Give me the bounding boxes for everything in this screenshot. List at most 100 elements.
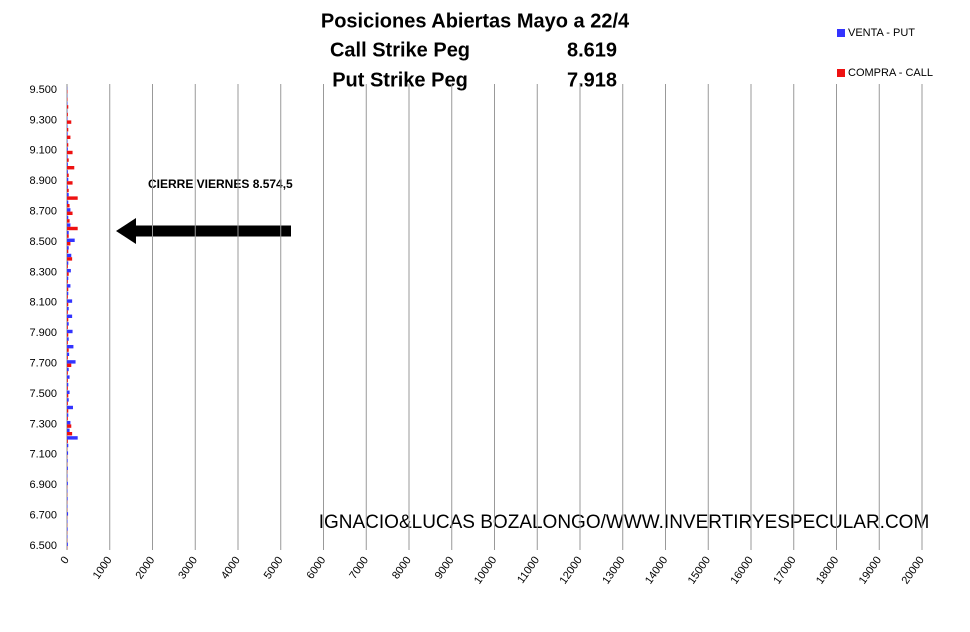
x-tick-label: 0 xyxy=(58,555,71,567)
bar xyxy=(67,268,71,273)
bar xyxy=(67,496,68,501)
bar xyxy=(67,150,73,155)
subtitle-label: Put Strike Peg xyxy=(332,69,468,91)
y-tick-label: 7.300 xyxy=(29,418,57,430)
bar xyxy=(67,481,68,486)
bar xyxy=(67,226,78,231)
bar xyxy=(67,249,69,254)
bar xyxy=(67,128,69,132)
bar xyxy=(67,246,69,250)
bar xyxy=(67,112,68,117)
x-tick-label: 11000 xyxy=(515,555,542,586)
x-tick-label: 5000 xyxy=(262,555,286,582)
bar xyxy=(67,215,69,220)
bar xyxy=(67,333,69,337)
bar xyxy=(67,219,70,223)
y-tick-label: 6.500 xyxy=(29,540,57,552)
bar xyxy=(67,177,69,182)
x-tick-label: 9000 xyxy=(433,555,457,582)
bar xyxy=(67,120,72,124)
bar xyxy=(67,181,73,185)
bar xyxy=(67,196,78,200)
bar xyxy=(67,211,73,216)
x-tick-label: 6000 xyxy=(304,555,328,582)
bar xyxy=(67,512,69,516)
y-tick-label: 9.100 xyxy=(29,145,57,157)
bar xyxy=(67,451,69,455)
bar xyxy=(67,302,69,307)
bar xyxy=(67,185,68,189)
y-tick-label: 9.500 xyxy=(29,84,57,96)
x-tick-label: 12000 xyxy=(557,555,584,587)
bar xyxy=(67,287,69,292)
bar xyxy=(67,348,69,352)
bar xyxy=(67,253,72,258)
subtitle-value: 8.619 xyxy=(567,39,617,61)
y-tick-label: 6.900 xyxy=(29,479,57,491)
bar xyxy=(67,405,73,410)
bar xyxy=(67,192,69,197)
y-tick-label: 7.700 xyxy=(29,358,57,370)
bar xyxy=(67,299,73,303)
y-tick-label: 7.900 xyxy=(29,327,57,339)
bar xyxy=(67,204,70,208)
y-tick-label: 8.900 xyxy=(29,175,57,187)
bar xyxy=(67,443,69,448)
bar xyxy=(67,363,72,368)
bar xyxy=(67,466,68,470)
bar xyxy=(67,432,73,436)
subtitle-label: Call Strike Peg xyxy=(330,39,470,61)
subtitle-value: 7.918 xyxy=(567,69,617,91)
bar xyxy=(67,360,76,364)
legend-label: VENTA - PUT xyxy=(848,27,915,39)
bar xyxy=(67,416,68,421)
bar xyxy=(67,188,69,193)
bar xyxy=(67,439,68,444)
bar xyxy=(67,390,70,394)
bar xyxy=(67,147,68,151)
bar xyxy=(67,386,68,390)
bar xyxy=(67,352,70,356)
y-tick-label: 9.300 xyxy=(29,114,57,126)
bar xyxy=(67,276,69,280)
bar xyxy=(67,272,69,276)
bar xyxy=(67,261,69,265)
annotation: CIERRE VIERNES 8.574,5 xyxy=(148,177,293,191)
bar xyxy=(67,542,68,546)
bar xyxy=(67,337,69,341)
x-tick-label: 1000 xyxy=(91,555,115,582)
chart-title: Posiciones Abiertas Mayo a 22/4 xyxy=(321,10,630,32)
x-tick-label: 2000 xyxy=(133,555,157,582)
bar xyxy=(67,223,71,227)
bar xyxy=(67,458,68,463)
bar xyxy=(67,322,69,326)
bar xyxy=(67,105,69,109)
bar xyxy=(67,314,73,318)
x-tick-label: 10000 xyxy=(472,555,499,587)
legend-swatch xyxy=(837,29,845,37)
bar xyxy=(67,154,68,159)
legend-label: COMPRA - CALL xyxy=(848,67,933,79)
x-tick-label: 18000 xyxy=(814,555,841,587)
legend-swatch xyxy=(837,69,845,77)
bar xyxy=(67,143,69,147)
bar xyxy=(67,340,68,345)
bar xyxy=(67,284,71,288)
bar xyxy=(67,409,69,413)
x-tick-label: 3000 xyxy=(176,555,200,582)
bar xyxy=(67,166,75,170)
x-tick-label: 17000 xyxy=(771,555,798,587)
bar xyxy=(67,280,68,284)
x-tick-label: 20000 xyxy=(899,555,926,587)
bar xyxy=(67,428,70,432)
x-tick-label: 13000 xyxy=(600,555,627,587)
x-tick-label: 7000 xyxy=(347,555,371,582)
bar xyxy=(67,413,69,417)
bar xyxy=(67,158,69,162)
bar xyxy=(67,170,68,174)
bar xyxy=(67,173,69,178)
y-tick-label: 8.500 xyxy=(29,236,57,248)
x-tick-label: 15000 xyxy=(686,555,713,587)
bar xyxy=(67,257,73,261)
bar xyxy=(67,401,68,406)
